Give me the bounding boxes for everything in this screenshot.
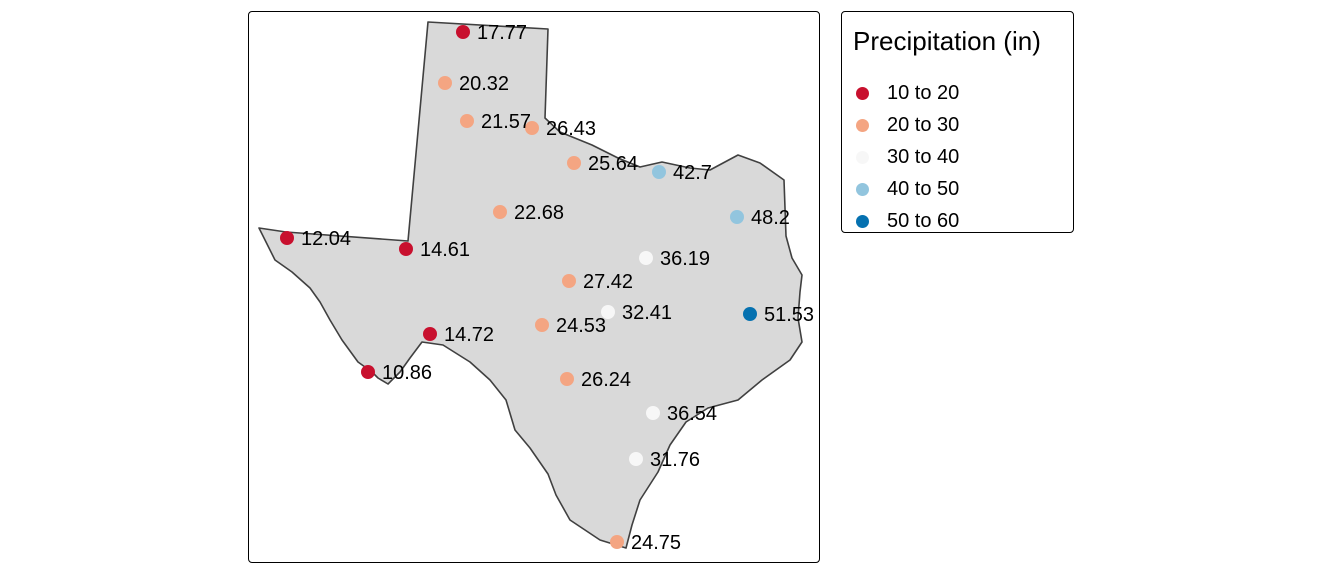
station-label: 21.57 <box>481 111 531 133</box>
legend-label-40-50: 40 to 50 <box>887 177 960 200</box>
legend-label-10-20: 10 to 20 <box>887 81 960 104</box>
station-point <box>646 406 660 420</box>
station-point <box>562 274 576 288</box>
legend-swatch-40-50 <box>856 182 869 196</box>
station-label: 20.32 <box>459 73 509 95</box>
station-point <box>743 307 757 321</box>
station-label: 26.24 <box>581 369 631 391</box>
legend-swatch-20-30 <box>856 118 869 132</box>
texas-outline <box>258 21 803 549</box>
legend-label-50-60: 50 to 60 <box>887 209 960 232</box>
station-point <box>525 121 539 135</box>
station-label: 14.61 <box>420 239 470 261</box>
station-label: 14.72 <box>444 324 494 346</box>
station-point <box>361 365 375 379</box>
station-label: 42.7 <box>673 162 712 184</box>
station-point <box>423 327 437 341</box>
station-point <box>601 305 615 319</box>
legend-item-10-20: 10 to 20 <box>856 81 959 105</box>
station-point <box>639 251 653 265</box>
station-label: 31.76 <box>650 449 700 471</box>
station-point <box>399 242 413 256</box>
station-point <box>652 165 666 179</box>
legend-swatch-30-40 <box>856 150 869 164</box>
legend-item-30-40: 30 to 40 <box>856 145 959 169</box>
station-point <box>730 210 744 224</box>
station-point <box>493 205 507 219</box>
station-point <box>460 114 474 128</box>
station-label: 26.43 <box>546 118 596 140</box>
station-point <box>280 231 294 245</box>
legend-item-20-30: 20 to 30 <box>856 113 959 137</box>
legend-item-40-50: 40 to 50 <box>856 177 959 201</box>
legend-label-30-40: 30 to 40 <box>887 145 960 168</box>
station-point <box>438 76 452 90</box>
station-label: 48.2 <box>751 207 790 229</box>
station-label: 10.86 <box>382 362 432 384</box>
legend-item-50-60: 50 to 60 <box>856 209 959 233</box>
station-point <box>610 535 624 549</box>
station-label: 24.75 <box>631 532 681 554</box>
station-point <box>535 318 549 332</box>
station-label: 36.54 <box>667 403 717 425</box>
legend-swatch-50-60 <box>856 214 869 228</box>
legend-title: Precipitation (in) <box>853 26 1041 56</box>
legend-swatch-10-20 <box>856 86 869 100</box>
station-point <box>567 156 581 170</box>
station-label: 24.53 <box>556 315 606 337</box>
legend: Precipitation (in) 10 to 20 20 to 30 30 … <box>841 11 1074 233</box>
station-label: 22.68 <box>514 202 564 224</box>
station-label: 36.19 <box>660 248 710 270</box>
station-label: 12.04 <box>301 228 351 250</box>
station-label: 51.53 <box>764 304 814 326</box>
station-label: 17.77 <box>477 22 527 44</box>
legend-label-20-30: 20 to 30 <box>887 113 960 136</box>
station-point <box>560 372 574 386</box>
station-point <box>456 25 470 39</box>
station-label: 32.41 <box>622 302 672 324</box>
station-point <box>629 452 643 466</box>
station-label: 25.64 <box>588 153 638 175</box>
station-label: 27.42 <box>583 271 633 293</box>
